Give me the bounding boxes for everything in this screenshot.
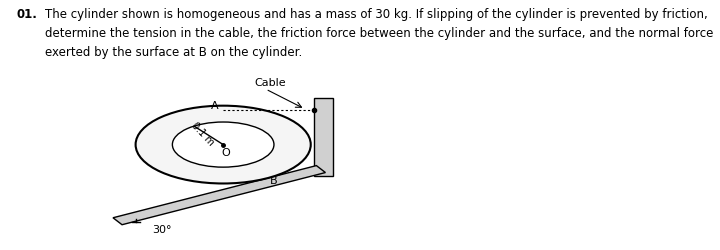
Circle shape [135, 106, 311, 184]
Text: O: O [222, 148, 230, 158]
Polygon shape [113, 166, 325, 225]
Text: The cylinder shown is homogeneous and has a mass of 30 kg. If slipping of the cy: The cylinder shown is homogeneous and ha… [45, 8, 714, 58]
Text: A: A [211, 100, 219, 110]
Circle shape [172, 122, 274, 168]
Polygon shape [314, 99, 333, 176]
Text: 0.1 m: 0.1 m [190, 120, 216, 147]
Text: Cable: Cable [254, 78, 286, 88]
Text: 01.: 01. [17, 8, 38, 20]
Text: 30°: 30° [153, 224, 172, 234]
Text: B: B [270, 175, 277, 185]
